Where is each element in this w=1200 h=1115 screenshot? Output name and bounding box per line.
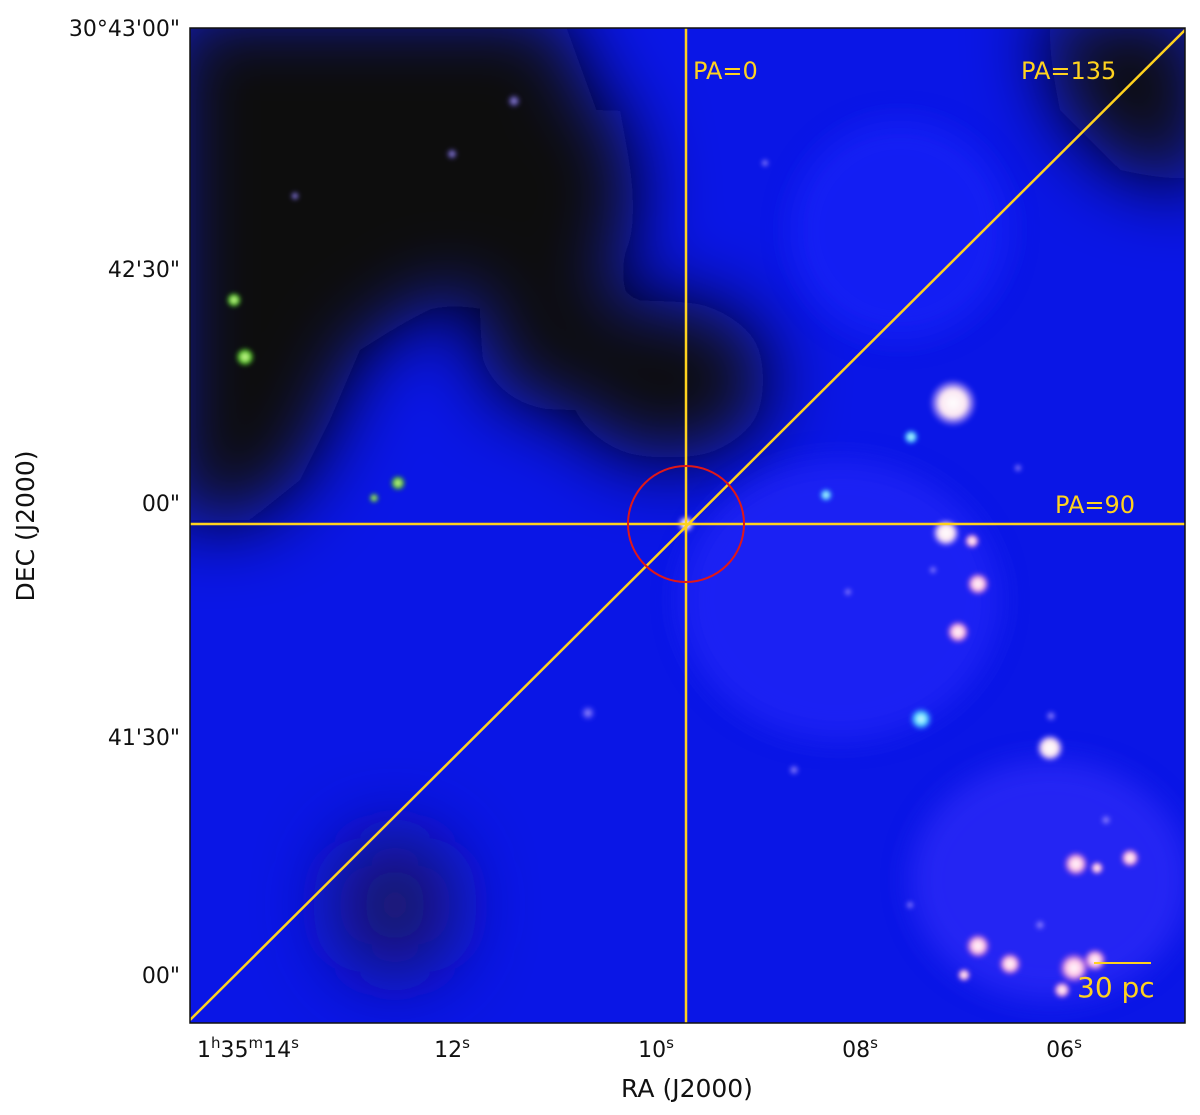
x-tick-label: 1h35m14s: [197, 1034, 299, 1063]
star: [1045, 710, 1057, 722]
y-axis: 30°43'00" 42'30" 00" 41'30" 00" DEC (J20…: [11, 17, 180, 989]
star: [290, 191, 300, 201]
star: [932, 519, 960, 547]
scale-bar: 30 pc: [1077, 962, 1155, 1004]
star: [843, 587, 853, 597]
pa135-line: [190, 29, 1185, 1021]
star: [905, 900, 915, 910]
pa135-label: PA=135: [1021, 57, 1116, 85]
x-axis-label: RA (J2000): [621, 1074, 753, 1103]
star: [964, 533, 980, 549]
star: [1036, 734, 1064, 762]
star: [390, 475, 406, 491]
pa-labels: PA=0 PA=135 PA=90: [693, 57, 1135, 519]
pa0-label: PA=0: [693, 57, 758, 85]
x-tick-label: 12s: [434, 1034, 470, 1063]
y-tick-label: 41'30": [108, 726, 180, 751]
star: [507, 94, 521, 108]
star: [966, 572, 990, 596]
star: [1090, 861, 1104, 875]
y-tick-label: 00": [142, 492, 180, 517]
star: [1058, 952, 1090, 984]
x-tick-label: 08s: [842, 1034, 878, 1063]
star: [1100, 814, 1112, 826]
image-frame: [189, 27, 1186, 1024]
star: [928, 565, 938, 575]
position-angle-lines: [190, 28, 1185, 1023]
star: [1083, 948, 1107, 972]
star: [1120, 848, 1140, 868]
star: [1034, 919, 1046, 931]
star: [235, 347, 255, 367]
y-tick-label: 30°43'00": [69, 17, 180, 42]
star: [760, 158, 770, 168]
y-tick-label: 00": [142, 964, 180, 989]
sky-image: PA=0 PA=135 PA=90 30 pc: [190, 28, 1185, 1023]
star: [446, 148, 458, 160]
star: [929, 379, 977, 427]
star: [819, 488, 833, 502]
star: [965, 933, 991, 959]
star: [369, 493, 379, 503]
star: [1013, 463, 1023, 473]
star: [1063, 851, 1089, 877]
dark-nebula-regions: [190, 28, 1185, 975]
star: [957, 968, 971, 982]
x-axis: 1h35m14s 12s 10s 08s 06s RA (J2000): [197, 1034, 1082, 1103]
pa90-label: PA=90: [1055, 491, 1135, 519]
star: [998, 952, 1022, 976]
star: [903, 429, 919, 445]
star: [946, 620, 970, 644]
star: [580, 705, 596, 721]
stars: [226, 94, 1140, 999]
target-circle: [627, 465, 745, 583]
star: [909, 707, 933, 731]
star: [1053, 981, 1071, 999]
y-axis-label: DEC (J2000): [11, 451, 40, 602]
star: [226, 292, 242, 308]
x-tick-label: 06s: [1046, 1034, 1082, 1063]
scale-bar-label: 30 pc: [1077, 971, 1155, 1004]
star: [788, 764, 800, 776]
x-tick-label: 10s: [638, 1034, 674, 1063]
y-tick-label: 42'30": [108, 258, 180, 283]
